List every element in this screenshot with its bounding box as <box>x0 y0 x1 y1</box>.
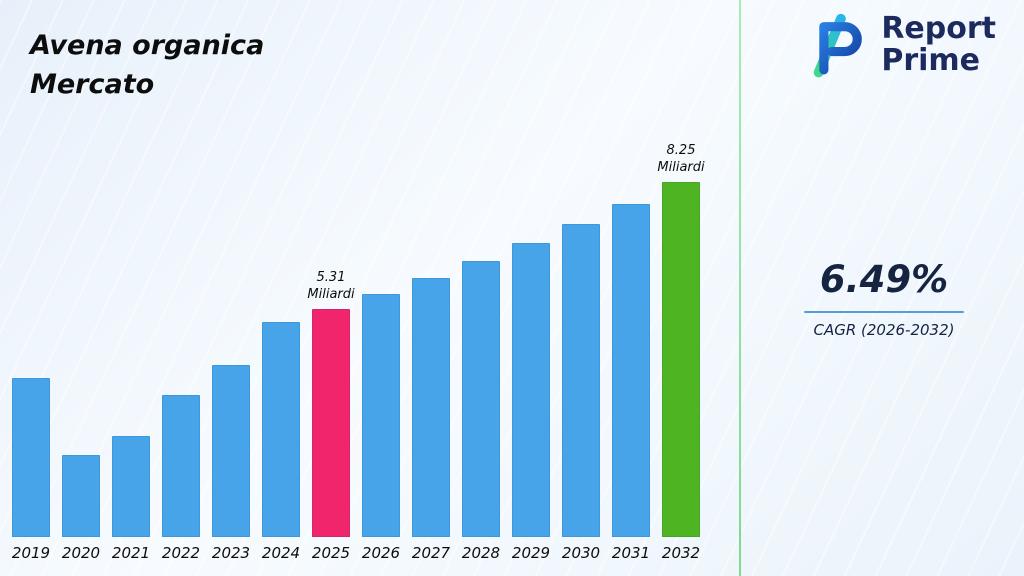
x-tick-label-2030: 2030 <box>561 544 601 562</box>
x-tick-label-2024: 2024 <box>261 544 301 562</box>
bar-2024 <box>262 322 300 537</box>
logo-word-report: Report <box>881 10 996 46</box>
bar-2031 <box>612 204 650 537</box>
bar-chart: 2019 2020 2021 2022 2023 2024 5.31 Miliardi 202… <box>12 142 705 562</box>
bar-group-2020: 2020 <box>62 455 100 562</box>
reportprime-logo: Report Prime <box>799 12 996 78</box>
bar-group-2021: 2021 <box>112 436 150 562</box>
reportprime-logo-text: Report Prime <box>881 10 996 78</box>
bar-group-2024: 2024 <box>262 322 300 562</box>
x-tick-label-2028: 2028 <box>461 544 501 562</box>
x-tick-label-2023: 2023 <box>211 544 251 562</box>
x-tick-label-2027: 2027 <box>411 544 451 562</box>
bar-2029 <box>512 243 550 537</box>
bar-2026 <box>362 294 400 537</box>
x-tick-label-2025: 2025 <box>311 544 351 562</box>
cagr-label: CAGR (2026-2032) <box>813 321 955 339</box>
bar-group-2029: 2029 <box>512 243 550 562</box>
bar-value-label-2032: 8.25 Miliardi <box>657 142 705 176</box>
x-tick-label-2026: 2026 <box>361 544 401 562</box>
bar-2023 <box>212 365 250 537</box>
bar-2019 <box>12 378 50 537</box>
chart-title: Avena organica Mercato <box>30 30 265 101</box>
logo-word-prime: Prime <box>881 43 980 78</box>
bar-2030 <box>562 224 600 537</box>
bar-group-2032: 8.25 Miliardi 2032 <box>657 142 704 562</box>
bar-value-label-2025: 5.31 Miliardi <box>307 269 355 303</box>
bar-2022 <box>162 395 200 537</box>
x-tick-label-2020: 2020 <box>61 544 101 562</box>
cagr-underline <box>804 311 964 313</box>
x-tick-label-2031: 2031 <box>611 544 651 562</box>
bar-2020 <box>62 455 100 537</box>
cagr-block: 6.49% CAGR (2026-2032) <box>804 258 964 339</box>
x-tick-label-2029: 2029 <box>511 544 551 562</box>
reportprime-logo-icon <box>814 13 863 78</box>
bar-group-2022: 2022 <box>162 395 200 562</box>
bar-2032 <box>662 182 700 537</box>
bar-group-2023: 2023 <box>212 365 250 562</box>
x-tick-label-2021: 2021 <box>111 544 151 562</box>
cagr-value: 6.49% <box>819 258 949 301</box>
divider-line <box>739 0 741 576</box>
bar-group-2030: 2030 <box>562 224 600 562</box>
bar-2025 <box>312 309 350 537</box>
bar-group-2031: 2031 <box>612 204 650 562</box>
bar-group-2019: 2019 <box>12 378 50 562</box>
x-tick-label-2032: 2032 <box>661 544 701 562</box>
bar-group-2028: 2028 <box>462 261 500 562</box>
x-tick-label-2019: 2019 <box>11 544 51 562</box>
bar-2021 <box>112 436 150 537</box>
bar-2028 <box>462 261 500 537</box>
x-tick-label-2022: 2022 <box>161 544 201 562</box>
bar-2027 <box>412 278 450 537</box>
bar-group-2026: 2026 <box>362 294 400 562</box>
bar-group-2027: 2027 <box>412 278 450 562</box>
bar-group-2025: 5.31 Miliardi 2025 <box>307 269 354 562</box>
